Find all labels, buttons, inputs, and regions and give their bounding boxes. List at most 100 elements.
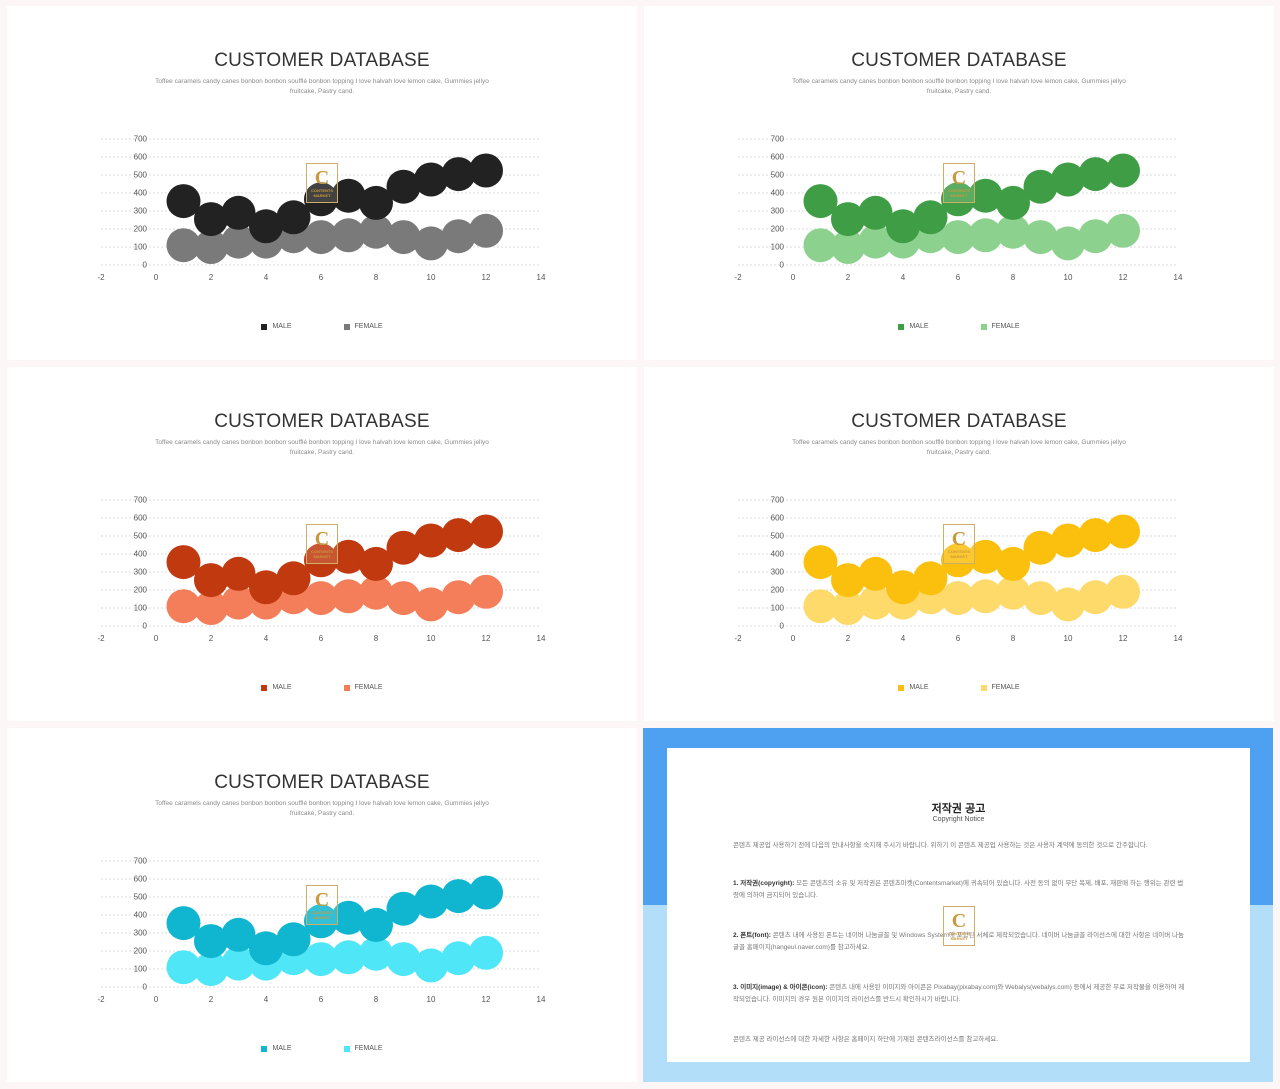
legend-item-female: FEMALE: [343, 1045, 383, 1052]
x-tick-label: 14: [537, 634, 546, 643]
x-tick-label: -2: [734, 634, 742, 643]
data-point-female: [469, 213, 503, 248]
chart-subtitle: Toffee caramels candy canes bonbon bonbo…: [155, 78, 489, 95]
y-tick-label: 300: [771, 568, 785, 577]
data-point-male: [331, 900, 366, 935]
chart-title: CUSTOMER DATABASE: [214, 411, 430, 432]
legend-label-female: FEMALE: [354, 323, 383, 330]
legend-label-male: MALE: [909, 684, 929, 691]
data-point-male: [968, 178, 1003, 213]
data-point-male: [913, 561, 948, 596]
watermark-line1: CONTENTS: [948, 549, 970, 554]
y-tick-label: 500: [134, 532, 148, 541]
x-tick-label: 10: [427, 273, 436, 282]
watermark-line2: MARKET: [950, 193, 968, 198]
data-point-female: [1078, 219, 1113, 254]
legend-swatch-female: [343, 684, 350, 691]
scatter-chart: 0 100 200 300 400 500 600 700 -2 0 2 4 6 8 10 12 14: [734, 135, 1183, 283]
data-point-male: [166, 906, 201, 941]
legend-label-male: MALE: [909, 323, 929, 330]
x-tick-label: 14: [537, 995, 546, 1004]
x-tick-label: -2: [734, 273, 742, 282]
y-tick-label: 100: [134, 965, 148, 974]
x-tick-label: 2: [209, 634, 214, 643]
watermark-line2: MARKET: [950, 936, 968, 941]
y-tick-label: 0: [780, 622, 785, 631]
x-tick-label: 12: [1119, 273, 1128, 282]
scatter-chart: 0 100 200 300 400 500 600 700 -2 0 2 4 6 8 10 12 14: [734, 496, 1183, 644]
data-point-male: [996, 185, 1030, 220]
y-tick-label: 400: [134, 189, 148, 198]
notice-text-copyright: 모든 콘텐츠의 소유 및 저작권은 콘텐츠마켓(Contentsmarket)에…: [733, 880, 1184, 899]
watermark-letter: C: [314, 889, 330, 911]
data-point-male: [194, 924, 228, 959]
data-point-male: [331, 178, 366, 213]
watermark-logo: C CONTENTS MARKET: [943, 524, 975, 564]
x-tick-label: -2: [97, 995, 105, 1004]
data-point-male: [304, 543, 338, 578]
legend-item-male: MALE: [261, 323, 292, 330]
watermark-line1: CONTENTS: [311, 549, 333, 554]
notice-paragraph-image: 3. 이미지(image) & 아이콘(icon): 콘텐츠 내에 사용된 이미…: [733, 982, 1185, 1006]
data-point-female: [386, 581, 421, 616]
watermark-logo: C CONTENTS MARKET: [306, 524, 338, 564]
data-point-male: [441, 518, 476, 553]
y-tick-label: 700: [134, 857, 148, 866]
data-point-male: [996, 546, 1030, 581]
data-point-female: [858, 585, 893, 620]
y-tick-label: 600: [771, 514, 785, 523]
data-point-female: [858, 224, 893, 259]
data-point-male: [941, 543, 975, 578]
data-point-female: [1051, 587, 1085, 622]
x-tick-label: 6: [319, 634, 324, 643]
data-point-female: [803, 228, 838, 263]
watermark-letter: C: [951, 167, 967, 189]
chart-subtitle: Toffee caramels candy canes bonbon bonbo…: [792, 439, 1126, 456]
data-point-male: [968, 539, 1003, 574]
legend-swatch-male: [261, 684, 268, 691]
y-tick-label: 400: [134, 550, 148, 559]
watermark-logo: C CONTENTS MARKET: [943, 163, 975, 203]
x-tick-label: 6: [319, 995, 324, 1004]
data-point-male: [221, 195, 256, 230]
watermark-letter: C: [951, 910, 967, 932]
data-point-male: [1078, 157, 1113, 192]
legend-swatch-male: [261, 1045, 268, 1052]
data-point-male: [1023, 530, 1058, 565]
legend-swatch-male: [261, 323, 268, 330]
notice-text-image: 콘텐츠 내에 사용된 이미지와 아이콘은 Pixabay(pixabay.com…: [733, 984, 1185, 1003]
y-tick-label: 200: [771, 225, 785, 234]
y-tick-label: 500: [771, 171, 785, 180]
data-point-male: [414, 162, 448, 197]
data-point-male: [249, 570, 283, 605]
y-tick-label: 100: [771, 604, 785, 613]
x-tick-label: 4: [264, 995, 269, 1004]
legend-swatch-male: [898, 323, 905, 330]
watermark-letter: C: [951, 528, 967, 550]
data-point-male: [469, 875, 503, 910]
legend-item-female: FEMALE: [980, 684, 1020, 691]
x-tick-label: 6: [956, 634, 961, 643]
x-tick-label: 4: [901, 273, 906, 282]
x-tick-label: -2: [97, 634, 105, 643]
data-point-male: [1051, 523, 1085, 558]
data-point-male: [1023, 169, 1058, 204]
data-point-male: [803, 545, 838, 580]
x-tick-label: 8: [1011, 634, 1016, 643]
notice-title: 저작권 공고: [931, 803, 986, 815]
y-tick-label: 0: [143, 622, 148, 631]
y-tick-label: 400: [771, 550, 785, 559]
y-tick-label: 300: [134, 929, 148, 938]
data-point-male: [831, 202, 865, 237]
y-tick-label: 300: [771, 207, 785, 216]
x-tick-label: 6: [319, 273, 324, 282]
data-point-female: [968, 218, 1003, 253]
legend-swatch-female: [980, 684, 987, 691]
y-tick-label: 700: [771, 135, 785, 144]
data-point-male: [276, 561, 311, 596]
chart-legend: MALE FEMALE: [7, 684, 637, 691]
chart-legend: MALE FEMALE: [7, 323, 637, 330]
y-tick-label: 500: [134, 893, 148, 902]
watermark-line2: MARKET: [313, 554, 331, 559]
y-tick-label: 200: [134, 225, 148, 234]
